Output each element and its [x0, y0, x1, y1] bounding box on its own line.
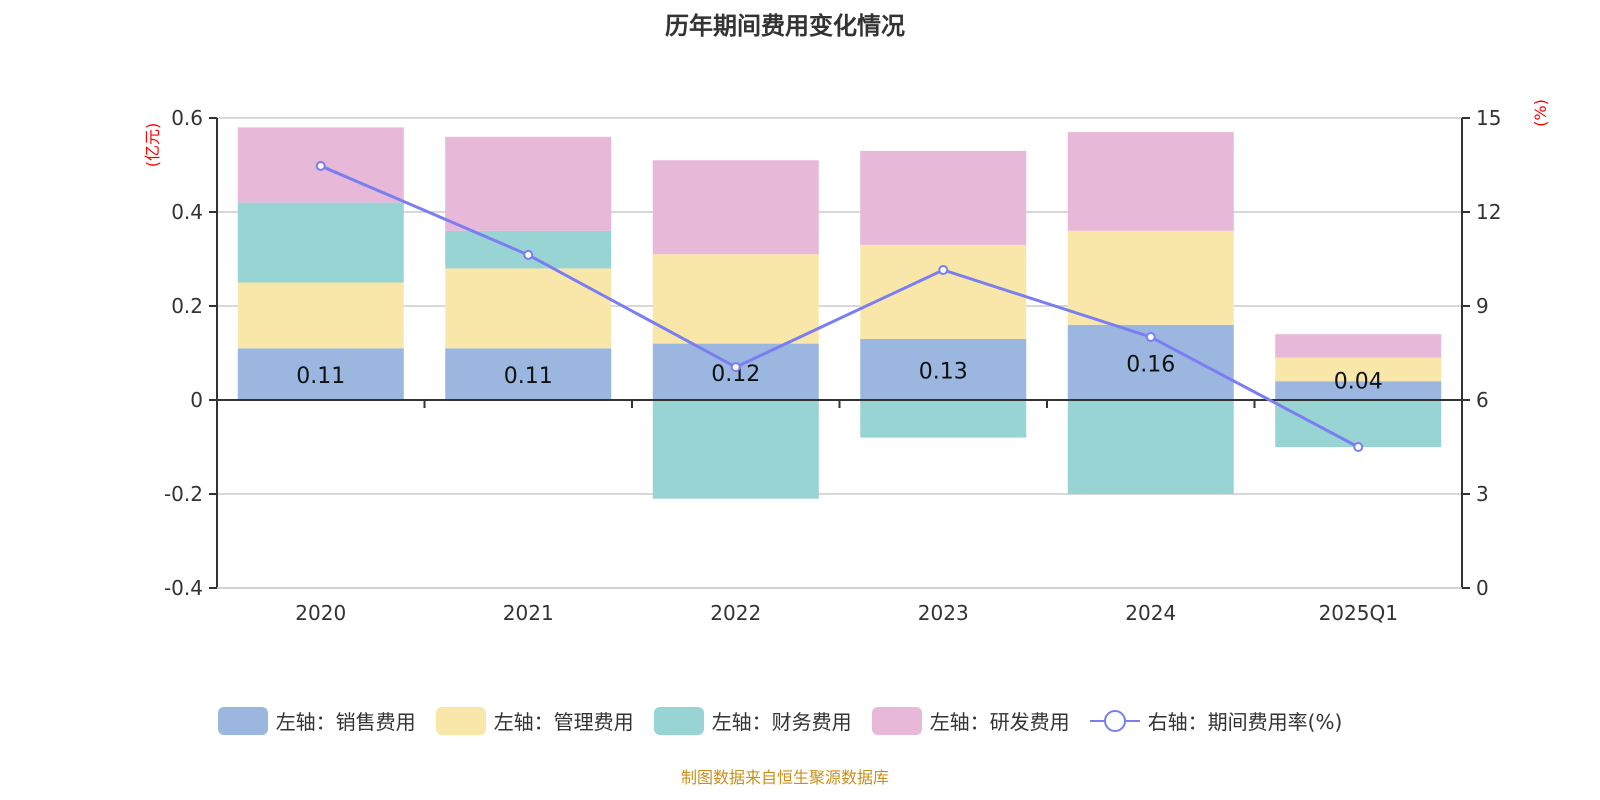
left-tick-label: 0: [190, 388, 203, 412]
bar-segment: [1067, 230, 1234, 325]
bar-segment: [237, 348, 404, 400]
left-tick-label: 0.2: [171, 294, 203, 318]
left-tick-label: -0.2: [164, 482, 203, 506]
right-tick-label: 3: [1476, 482, 1489, 506]
bar-segment: [1067, 132, 1234, 231]
legend-label: 右轴：期间费用率(%): [1147, 710, 1343, 734]
x-tick-label: 2022: [710, 601, 761, 625]
bar-segment: [652, 160, 819, 255]
left-axis-label: (亿元): [143, 123, 162, 168]
legend-label: 左轴：管理费用: [493, 710, 634, 734]
legend: 左轴：销售费用 左轴：管理费用 左轴：财务费用 左轴：研发费用 右轴：期间费用率(%): [0, 706, 1560, 735]
source-note: 制图数据来自恒生聚源数据库: [680, 768, 889, 787]
bar-segment: [1275, 357, 1442, 382]
bar-segment: [860, 400, 1027, 438]
bar-data-label: 0.11: [504, 364, 553, 389]
x-tick-label: 2023: [918, 601, 969, 625]
bar-segment: [1275, 381, 1442, 400]
bar-segment: [445, 230, 612, 269]
bar-segment: [237, 282, 404, 349]
chart-title: 历年期间费用变化情况: [665, 12, 905, 40]
bar-segment: [445, 348, 612, 400]
rate-point: [1353, 442, 1364, 452]
bar-segment: [860, 150, 1027, 245]
rate-line: [320, 164, 1359, 449]
legend-item[interactable]: 右轴：期间费用率(%): [1089, 706, 1343, 735]
bar-data-label: 0.13: [919, 359, 968, 384]
legend-item[interactable]: 左轴：财务费用: [653, 706, 852, 735]
right-axis-label: (%): [1531, 99, 1550, 127]
legend-label: 左轴：财务费用: [711, 710, 852, 734]
rate-point: [730, 362, 741, 373]
bar-segment: [237, 202, 404, 283]
bar-segment: [1275, 334, 1442, 358]
bar-segment: [1067, 400, 1234, 494]
legend-label: 左轴：研发费用: [929, 710, 1070, 734]
rate-point: [938, 264, 949, 275]
x-tick-label: 2024: [1125, 601, 1176, 625]
legend-item[interactable]: 左轴：销售费用: [217, 706, 416, 735]
right-tick-label: 6: [1476, 388, 1489, 412]
bar-segment: [652, 254, 819, 344]
left-tick-label: -0.4: [164, 576, 203, 600]
legend-label: 左轴：销售费用: [275, 710, 416, 734]
color-swatch-icon: [653, 706, 704, 735]
legend-item[interactable]: 左轴：研发费用: [871, 706, 1070, 735]
bar-segment: [445, 136, 612, 231]
bar-segment: [1275, 400, 1442, 447]
bar-data-label: 0.16: [1126, 352, 1175, 377]
chart-plot: -0.4 -0.2 0 0.2 0.4 0.6 0 3 6 9 12 15 (亿元) (%) 0.11 202…: [143, 99, 1550, 625]
legend-item[interactable]: 左轴：管理费用: [435, 706, 634, 735]
x-tick-label: 2020: [295, 601, 346, 625]
right-tick-label: 9: [1476, 294, 1489, 318]
line-marker-icon: [1089, 707, 1140, 735]
rate-point: [1145, 332, 1156, 343]
bar-segment: [860, 244, 1027, 339]
color-swatch-icon: [435, 706, 486, 735]
bar-segment: [652, 400, 819, 499]
right-tick-label: 0: [1476, 576, 1489, 600]
bar-segment: [445, 268, 612, 349]
x-tick-label: 2021: [503, 601, 554, 625]
x-tick-label: 2025Q1: [1319, 601, 1398, 625]
left-tick-label: 0.6: [171, 106, 203, 130]
right-tick-label: 12: [1476, 200, 1501, 224]
bar-data-label: 0.11: [296, 364, 345, 389]
left-tick-label: 0.4: [171, 200, 203, 224]
rate-point: [523, 249, 534, 260]
color-swatch-icon: [871, 706, 922, 735]
color-swatch-icon: [217, 706, 268, 735]
right-tick-label: 15: [1476, 106, 1501, 130]
bar-segment: [860, 338, 1027, 400]
bar-data-label: 0.04: [1334, 370, 1383, 395]
rate-point: [315, 160, 326, 171]
